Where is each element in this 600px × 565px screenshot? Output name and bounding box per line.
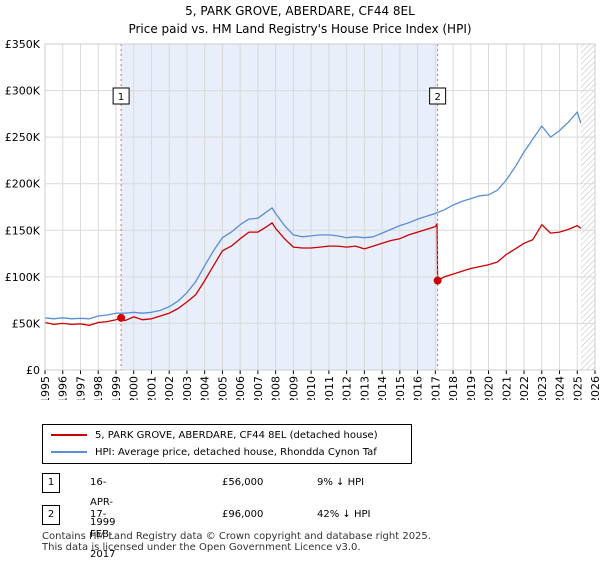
y-tick-label: £100K xyxy=(5,271,41,284)
x-tick-label: 1995 xyxy=(39,376,52,400)
sale-marker-box-2 xyxy=(429,87,447,105)
ownership-shaded-region xyxy=(121,44,438,370)
sale-marker-box-1 xyxy=(112,87,130,105)
x-tick-label: 2007 xyxy=(252,376,265,400)
y-tick-label: £250K xyxy=(5,131,41,144)
x-tick-label: 2014 xyxy=(376,376,389,400)
x-tick-label: 2009 xyxy=(287,376,300,400)
footer-licence: This data is licensed under the Open Gov… xyxy=(42,542,361,553)
x-tick-label: 2006 xyxy=(234,376,247,400)
x-tick-label: 2001 xyxy=(145,376,158,400)
x-tick-label: 1999 xyxy=(110,376,123,400)
transaction-date-1: 16-APR-1999 xyxy=(90,477,116,528)
x-tick-label: 2008 xyxy=(270,376,283,400)
sale-point-2 xyxy=(433,276,442,285)
x-tick-label: 1997 xyxy=(74,376,87,400)
legend-item-hpi: HPI: Average price, detached house, Rhon… xyxy=(51,446,377,460)
x-tick-label: 2021 xyxy=(500,376,513,400)
y-tick-label: £350K xyxy=(5,38,41,51)
legend-label-hpi: HPI: Average price, detached house, Rhon… xyxy=(95,447,377,458)
forecast-hatched-region xyxy=(580,44,595,370)
y-tick-label: £50K xyxy=(12,317,41,330)
legend-label-property: 5, PARK GROVE, ABERDARE, CF44 8EL (detac… xyxy=(95,430,378,441)
plot-border xyxy=(44,43,596,371)
transaction-badge-2: 2 xyxy=(42,505,60,525)
x-tick-label: 2016 xyxy=(412,376,425,400)
sale-marker-label-1: 1 xyxy=(118,92,124,103)
legend-item-property: 5, PARK GROVE, ABERDARE, CF44 8EL (detac… xyxy=(51,429,378,443)
x-tick-label: 2022 xyxy=(518,376,531,400)
x-tick-label: 2026 xyxy=(589,376,600,400)
transaction-price-1: £56,000 xyxy=(222,477,264,488)
property-price-line xyxy=(44,222,582,326)
sale-marker-label-2: 2 xyxy=(434,92,440,103)
x-tick-label: 2017 xyxy=(429,376,442,400)
x-tick-label: 2023 xyxy=(536,376,549,400)
transaction-date-2: 17-FEB-2017 xyxy=(90,509,116,560)
x-tick-label: 1996 xyxy=(57,376,70,400)
price-chart: 1 2 £0 £50K £100K £150K £200K £250K £300K £350K 1… xyxy=(5,38,600,400)
x-tick-label: 2010 xyxy=(305,376,318,400)
hpi-line xyxy=(44,111,582,320)
x-tick-label: 2018 xyxy=(447,376,460,400)
sale-point-1 xyxy=(117,313,126,322)
transaction-price-2: £96,000 xyxy=(222,509,264,520)
chart-title: 5, PARK GROVE, ABERDARE, CF44 8EL xyxy=(185,4,415,18)
legend-swatch-property xyxy=(51,434,87,436)
x-tick-label: 2012 xyxy=(341,376,354,400)
x-tick-label: 2013 xyxy=(358,376,371,400)
x-tick-label: 2024 xyxy=(554,376,567,400)
transaction-hpi-1: 9% ↓ HPI xyxy=(317,477,365,488)
transaction-badge-1: 1 xyxy=(42,473,60,493)
chart-subtitle: Price paid vs. HM Land Registry's House … xyxy=(128,22,472,36)
y-tick-label: £300K xyxy=(5,85,41,98)
legend: 5, PARK GROVE, ABERDARE, CF44 8EL (detac… xyxy=(42,424,412,464)
y-tick-label: £150K xyxy=(5,224,41,237)
x-tick-label: 2000 xyxy=(128,376,141,400)
x-tick-label: 1998 xyxy=(92,376,105,400)
x-tick-label: 2004 xyxy=(199,376,212,400)
x-tick-label: 2005 xyxy=(216,376,229,400)
legend-swatch-hpi xyxy=(51,451,87,453)
y-tick-label: £0 xyxy=(26,364,40,377)
footer-copyright: Contains HM Land Registry data © Crown c… xyxy=(42,531,431,542)
y-tick-label: £200K xyxy=(5,178,41,191)
x-tick-label: 2002 xyxy=(163,376,176,400)
x-tick-label: 2025 xyxy=(571,376,584,400)
x-tick-label: 2019 xyxy=(465,376,478,400)
x-tick-label: 2003 xyxy=(181,376,194,400)
x-tick-label: 2015 xyxy=(394,376,407,400)
x-tick-label: 2020 xyxy=(483,376,496,400)
x-tick-label: 2011 xyxy=(323,376,336,400)
transaction-hpi-2: 42% ↓ HPI xyxy=(317,509,371,520)
